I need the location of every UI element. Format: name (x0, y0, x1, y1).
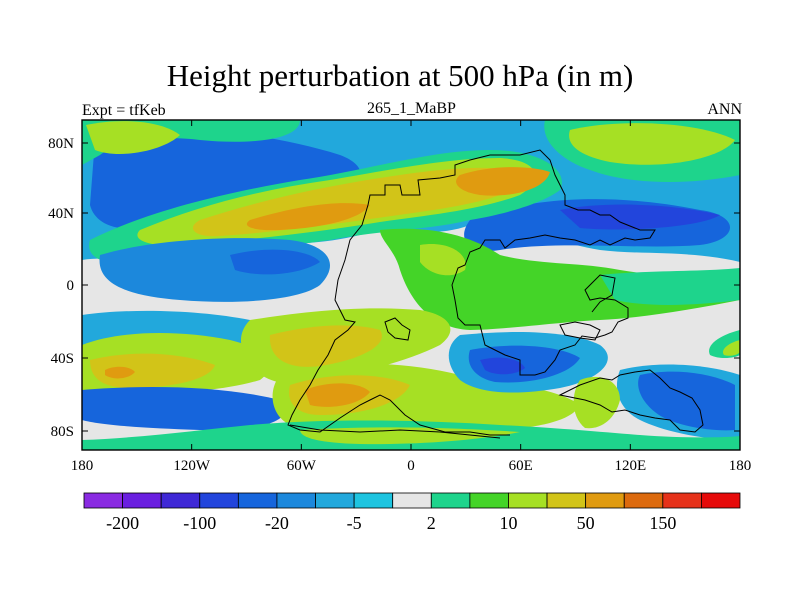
y-tick-label: 80N (48, 136, 74, 152)
contour-fill (560, 204, 720, 230)
colorbar-swatch (160, 492, 201, 509)
y-tick-label: 40S (51, 351, 74, 367)
colorbar-label: -5 (347, 513, 362, 533)
contour-fill (246, 203, 370, 231)
colorbar-swatch (701, 492, 741, 509)
colorbar-swatch (430, 492, 471, 509)
axis-tick-labels: 180 120W 60W 0 60E 120E 180 80N 40N 0 40S 80S (48, 136, 751, 474)
coastline (558, 369, 704, 433)
contour-field (82, 120, 740, 450)
x-tick-label: 60E (509, 458, 533, 474)
contour-fill (573, 376, 620, 429)
contour-fill (722, 340, 740, 356)
y-tick-label: 80S (51, 424, 74, 440)
colorbar-swatch (276, 492, 316, 509)
colorbar-swatch (469, 492, 509, 509)
colorbar-label: -100 (183, 513, 216, 533)
land-outlines (287, 149, 704, 439)
colorbar-label: 2 (427, 513, 436, 533)
contour-fill (456, 167, 550, 196)
colorbar-labels: -200 -100 -20 -5 2 10 50 150 (106, 513, 676, 533)
contour-fill (90, 129, 361, 229)
colorbar-label: 150 (649, 513, 676, 533)
y-tick-label: 0 (67, 278, 75, 294)
colorbar-swatch (122, 492, 162, 509)
contour-fill (269, 325, 382, 367)
colorbar-swatch (623, 492, 664, 509)
colorbar-swatch (546, 492, 587, 509)
contour-fill (600, 268, 740, 305)
season-label: ANN (707, 101, 742, 118)
contour-fill (380, 228, 740, 330)
case-label: 265_1_MaBP (367, 100, 456, 117)
colorbar-swatch (585, 492, 625, 509)
contour-fill (420, 244, 466, 276)
colorbar-swatch (508, 492, 548, 509)
contour-fill (86, 121, 180, 155)
contour-fill (105, 366, 135, 379)
plot-title: Height perturbation at 500 hPa (in m) (166, 58, 634, 93)
contour-fill (638, 371, 735, 431)
experiment-label: Expt = tfKeb (82, 102, 166, 119)
x-tick-label: 60W (287, 458, 317, 474)
colorbar-swatch (199, 492, 239, 509)
colorbar-swatch (83, 492, 123, 509)
contour-fill (569, 123, 735, 165)
colorbar (83, 492, 741, 509)
x-tick-label: 180 (729, 458, 752, 474)
contour-fill (480, 357, 525, 375)
colorbar-label: 10 (499, 513, 517, 533)
coastline (559, 321, 601, 341)
contour-fill (230, 249, 320, 275)
colorbar-swatch (315, 492, 355, 509)
colorbar-swatch (353, 492, 394, 509)
coastline (289, 424, 501, 439)
colorbar-label: -20 (265, 513, 289, 533)
coastline (287, 204, 510, 436)
contour-fill (305, 383, 370, 407)
x-tick-label: 120W (173, 458, 211, 474)
axis-ticks (81, 120, 741, 450)
colorbar-swatch (392, 492, 432, 509)
colorbar-label: -200 (106, 513, 139, 533)
x-tick-label: 120E (614, 458, 646, 474)
contour-fill (90, 353, 215, 388)
coastline (367, 149, 656, 376)
coastline (384, 317, 411, 341)
x-tick-label: 0 (407, 458, 415, 474)
contour-fill (82, 387, 286, 431)
colorbar-label: 50 (577, 513, 595, 533)
y-tick-label: 40N (48, 206, 74, 222)
colorbar-swatch (237, 492, 278, 509)
x-tick-label: 180 (71, 458, 94, 474)
colorbar-swatch (662, 492, 702, 509)
